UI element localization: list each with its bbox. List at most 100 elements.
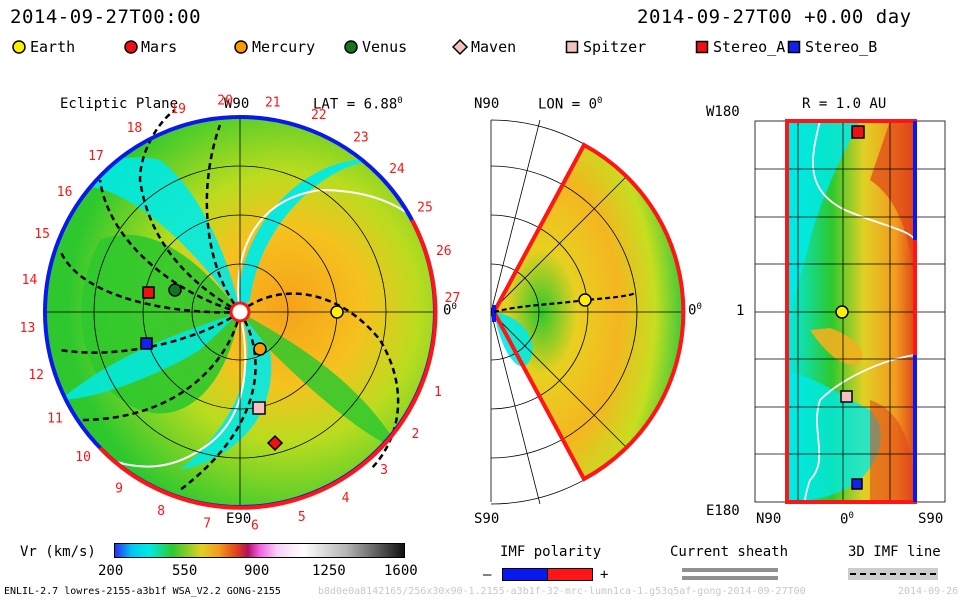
radial-x-label-n90: N90 (756, 511, 782, 527)
run-date: 2014-09-26 (898, 586, 959, 597)
radial-earth-marker (835, 305, 849, 319)
meridional-boundary (491, 142, 686, 482)
left-timestamp: 2014-09-27T00:00 (10, 6, 202, 28)
stereo-a-marker (142, 286, 155, 299)
spitzer-marker (252, 401, 266, 415)
rotation-tick-11: 11 (47, 412, 63, 427)
sun-icon (229, 301, 251, 323)
legend-label-maven: Maven (471, 38, 517, 56)
rotation-tick-13: 13 (20, 321, 36, 336)
rotation-tick-15: 15 (34, 227, 50, 242)
radial-x-label-0: 00 (840, 511, 854, 528)
radial-x-label-s90: S90 (918, 511, 944, 527)
meridional-earth-marker (578, 293, 592, 307)
colorbar (114, 543, 405, 558)
rotation-tick-21: 21 (265, 96, 281, 111)
rotation-tick-4: 4 (342, 491, 350, 506)
radial-stereo-a-marker (851, 125, 865, 139)
legend-label-stereo-b: Stereo_B (805, 38, 878, 56)
rotation-tick-26: 26 (436, 244, 452, 259)
stereo-b-marker-icon (787, 40, 801, 54)
right-timestamp: 2014-09-27T00 +0.00 day (637, 6, 912, 28)
legend-label-stereo-a: Stereo_A (713, 38, 786, 56)
mercury-marker (253, 342, 267, 356)
rotation-tick-1: 1 (434, 385, 442, 400)
spitzer-marker-icon (565, 40, 579, 54)
ecliptic-bottom-label: E90 (226, 511, 252, 527)
ecliptic-positive-arc (98, 219, 438, 510)
mars-marker-icon (124, 40, 138, 54)
radial-bottom-label: E180 (706, 503, 740, 519)
rotation-tick-16: 16 (57, 185, 73, 200)
stereo-a-marker-icon (695, 40, 709, 54)
earth-marker-icon (12, 40, 26, 54)
imf-polarity-title: IMF polarity (500, 544, 602, 560)
imf-polarity-bar (502, 568, 593, 581)
legend-label-mercury: Mercury (252, 38, 316, 56)
colorbar-label: Vr (km/s) (20, 544, 96, 560)
stereo-b-marker (140, 337, 153, 350)
mars-marker (266, 434, 284, 452)
radial-mid-label: 1 (736, 303, 745, 319)
radial-title: R = 1.0 AU (802, 96, 887, 112)
rotation-tick-25: 25 (417, 200, 433, 215)
rotation-tick-17: 17 (88, 149, 104, 164)
radial-stereo-b-marker (851, 478, 863, 490)
rotation-tick-12: 12 (28, 368, 44, 383)
ecliptic-lat-label: LAT = 6.880 (313, 96, 403, 113)
colorbar-tick-1250: 1250 (312, 563, 346, 579)
radial-x-degree-mark: 0 (848, 511, 854, 521)
ecliptic-zero-degree-mark: 0 (451, 302, 457, 312)
mercury-marker-icon (234, 40, 248, 54)
rotation-tick-2: 2 (411, 427, 419, 442)
ecliptic-top-label: W90 (224, 96, 250, 112)
ecliptic-title: Ecliptic Plane (60, 96, 179, 112)
venus-marker (168, 283, 182, 297)
imf-line-swatch (848, 568, 938, 580)
meridional-top-label: N90 (474, 96, 500, 112)
meridional-slow-region (494, 312, 533, 367)
meridional-zero-label: 00 (688, 302, 702, 319)
radial-spitzer-marker (840, 390, 853, 403)
current-sheath-swatch (682, 568, 778, 580)
meridional-bottom-label: S90 (474, 511, 500, 527)
meridional-plot (490, 119, 686, 505)
rotation-tick-24: 24 (389, 162, 405, 177)
model-info: ENLIL-2.7 lowres-2155-a3b1f WSA_V2.2 GON… (4, 586, 281, 597)
rotation-tick-7: 7 (203, 517, 211, 532)
rotation-tick-22: 22 (311, 108, 327, 123)
radial-top-label: W180 (706, 104, 740, 120)
lat-value: LAT = 6.88 (313, 96, 398, 113)
colorbar-tick-900: 900 (244, 563, 270, 579)
imf-polarity-plus: + (600, 567, 609, 583)
meridional-lon-label: LON = 00 (538, 96, 602, 113)
rotation-tick-5: 5 (298, 510, 306, 525)
rotation-tick-14: 14 (22, 273, 38, 288)
ecliptic-zero-label: 00 (443, 302, 457, 319)
meridional-zero-degree-mark: 0 (696, 302, 702, 312)
current-sheath-title: Current sheath (670, 544, 789, 560)
lon-degree-mark: 0 (597, 96, 603, 106)
radial-x-zero-value: 0 (840, 511, 849, 528)
radial-plot (754, 119, 946, 504)
rotation-tick-9: 9 (115, 481, 123, 496)
legend-label-earth: Earth (30, 38, 76, 56)
rotation-tick-19: 19 (170, 102, 186, 117)
lon-value: LON = 0 (538, 96, 598, 113)
legend-label-spitzer: Spitzer (583, 38, 647, 56)
imf-polarity-minus: – (483, 567, 492, 583)
lat-degree-mark: 0 (397, 96, 403, 106)
rotation-tick-27: 27 (445, 291, 461, 306)
run-id: b8d0e0a8142165/256x30x90-1.2155-a3b1f-32… (318, 586, 806, 597)
rotation-tick-20: 20 (217, 94, 233, 109)
colorbar-tick-200: 200 (98, 563, 124, 579)
maven-marker-icon (452, 39, 469, 56)
venus-marker-icon (344, 40, 358, 54)
rotation-tick-18: 18 (127, 121, 143, 136)
legend-label-mars: Mars (141, 38, 178, 56)
rotation-tick-6: 6 (251, 519, 259, 534)
rotation-tick-8: 8 (157, 504, 165, 519)
legend: Earth Mars Mercury Venus Maven Spitzer S… (12, 38, 912, 58)
rotation-tick-23: 23 (353, 131, 369, 146)
